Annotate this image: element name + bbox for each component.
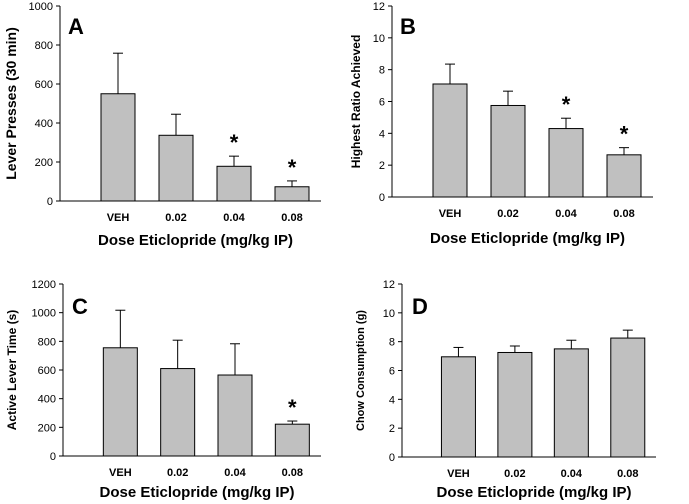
- x-axis-label: Dose Eticlopride (mg/kg IP): [98, 232, 293, 249]
- bar: [160, 368, 196, 457]
- y-tick-label: 0: [379, 192, 385, 204]
- bar: [606, 154, 642, 198]
- bar: [274, 186, 310, 202]
- y-axis-label: Chow Consumption (g): [355, 310, 367, 431]
- y-axis-label: Highest Ratio Achieved: [349, 35, 363, 169]
- chart-panel-b: 0 2 4 6 8 10 12 VEH 0.02 * 0.04 * 0.08 Dose Eticlopri…: [349, 1, 653, 247]
- x-tick-label: 0.04: [555, 208, 577, 220]
- bar: [440, 356, 476, 458]
- bar: [497, 351, 533, 458]
- x-axis-label: Dose Eticlopride (mg/kg IP): [436, 484, 631, 501]
- x-tick-label: 0.08: [281, 212, 302, 224]
- chart-panel-d: 0 2 4 6 8 10 12 VEH 0.02 0.04 0.08 Dose Eticlopride…: [355, 279, 656, 501]
- chart-panel-a: 0 200 400 600 800 1000 VEH 0.02 * 0.04 * 0.08 Dose E…: [3, 1, 321, 249]
- x-tick-label: 0.02: [504, 468, 525, 480]
- bar: [216, 165, 252, 202]
- y-tick-label: 400: [38, 394, 56, 406]
- x-tick-label: 0.04: [223, 212, 245, 224]
- significance-star: *: [288, 155, 297, 180]
- y-tick-label: 8: [389, 337, 395, 349]
- significance-star: *: [288, 395, 297, 420]
- y-tick-label: 12: [373, 1, 385, 13]
- y-tick-label: 0: [389, 452, 395, 464]
- bar: [158, 134, 194, 202]
- panel-letter: C: [72, 294, 88, 319]
- bar: [610, 337, 646, 458]
- significance-star: *: [562, 92, 571, 117]
- bar: [432, 83, 468, 198]
- y-tick-label: 200: [38, 422, 56, 434]
- y-tick-label: 8: [379, 65, 385, 77]
- bar: [548, 128, 584, 198]
- x-tick-label: VEH: [107, 212, 130, 224]
- y-tick-label: 2: [379, 160, 385, 172]
- bar: [490, 104, 526, 198]
- bar: [217, 374, 253, 457]
- panel-letter: B: [400, 14, 416, 39]
- x-tick-label: 0.02: [165, 212, 186, 224]
- y-tick-label: 6: [389, 366, 395, 378]
- y-tick-label: 800: [35, 40, 53, 52]
- y-tick-label: 200: [35, 157, 53, 169]
- x-tick-label: 0.04: [224, 467, 246, 479]
- x-tick-label: VEH: [447, 468, 470, 480]
- y-tick-label: 1000: [32, 308, 56, 320]
- x-tick-label: 0.08: [617, 468, 638, 480]
- y-tick-label: 400: [35, 118, 53, 130]
- x-tick-label: VEH: [439, 208, 462, 220]
- y-tick-label: 1200: [32, 279, 56, 291]
- bar: [102, 347, 138, 457]
- x-tick-label: 0.08: [613, 208, 634, 220]
- y-tick-label: 6: [379, 97, 385, 109]
- x-tick-label: 0.08: [282, 467, 303, 479]
- y-tick-label: 10: [383, 308, 395, 320]
- bar: [100, 93, 136, 202]
- panel-letter: A: [68, 14, 84, 39]
- x-axis-label: Dose Eticlopride (mg/kg IP): [430, 230, 625, 247]
- panel-letter: D: [412, 294, 428, 319]
- chart-panel-c: 0 200 400 600 800 1000 1200 VEH 0.02 0.04 * 0.08 Dos…: [5, 279, 321, 501]
- y-tick-label: 4: [379, 128, 385, 140]
- y-tick-label: 2: [389, 423, 395, 435]
- y-tick-label: 600: [38, 365, 56, 377]
- x-axis-label: Dose Eticlopride (mg/kg IP): [99, 484, 294, 501]
- y-axis-label: Active Lever Time (s): [5, 310, 19, 431]
- y-tick-label: 10: [373, 33, 385, 45]
- y-tick-label: 12: [383, 279, 395, 291]
- x-tick-label: 0.04: [561, 468, 583, 480]
- y-tick-label: 0: [50, 451, 56, 463]
- y-axis-label: Lever Presses (30 min): [3, 27, 19, 180]
- y-tick-label: 800: [38, 336, 56, 348]
- significance-star: *: [620, 122, 629, 147]
- y-tick-label: 600: [35, 79, 53, 91]
- x-tick-label: 0.02: [497, 208, 518, 220]
- y-tick-label: 0: [47, 196, 53, 208]
- y-tick-label: 1000: [29, 1, 53, 13]
- bar: [553, 348, 589, 458]
- x-tick-label: 0.02: [167, 467, 188, 479]
- bar: [274, 423, 310, 457]
- x-tick-label: VEH: [109, 467, 132, 479]
- significance-star: *: [230, 130, 239, 155]
- y-tick-label: 4: [389, 394, 395, 406]
